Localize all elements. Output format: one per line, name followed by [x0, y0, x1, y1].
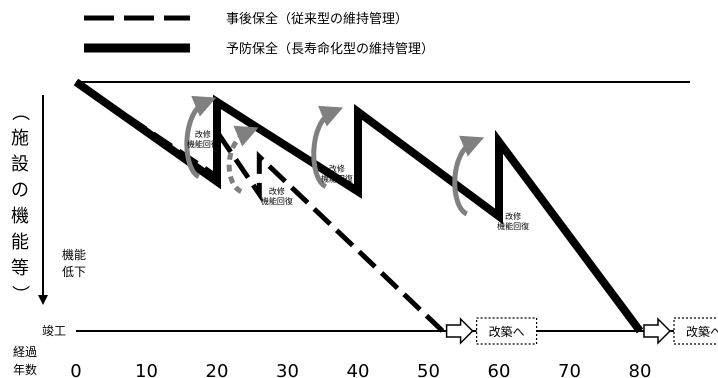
x-tick-labels: 0 10 20 30 40 50 60 70 80	[70, 361, 651, 378]
rebuild-labels: 改築へ 改築へ	[445, 317, 718, 345]
y-title-char: 施	[11, 128, 29, 149]
y-down-label-1: 機能	[62, 247, 86, 262]
rebuild-box	[476, 317, 538, 345]
rebuild-label: 改築へ	[489, 324, 525, 339]
annotation-label-2: 機能回復	[497, 221, 529, 231]
rebuild-box	[673, 317, 718, 345]
x-tick-label: 70	[558, 361, 581, 378]
x-tick-label: 60	[488, 361, 511, 378]
x-axis-label-1: 経過	[13, 345, 37, 359]
x-tick-label: 80	[629, 361, 652, 378]
rebuild-arrow	[643, 317, 672, 345]
series-solid-line	[73, 78, 644, 334]
y-title-char: 機	[11, 206, 29, 227]
baseline-label: 竣工	[42, 323, 66, 338]
y-title-char: ）	[9, 285, 30, 303]
y-title-char: の	[11, 180, 29, 201]
restore-arrow	[311, 105, 344, 189]
x-tick-label: 10	[135, 361, 158, 378]
annotation-label-2: 機能回復	[321, 174, 353, 184]
annotation-label-2: 機能回復	[187, 139, 219, 149]
x-tick-label: 0	[70, 361, 81, 378]
restore-arrows	[184, 95, 485, 217]
y-title-char: 設	[11, 154, 29, 175]
legend: 事後保全（従来型の維持管理） 予防保全（長寿命化型の維持管理）	[84, 11, 434, 57]
x-tick-label: 50	[417, 361, 440, 378]
x-tick-label: 30	[276, 361, 299, 378]
legend-label-solid: 予防保全（長寿命化型の維持管理）	[226, 41, 434, 57]
annotation-label-2: 機能回復	[261, 196, 293, 206]
annotation-label-1: 改修	[195, 129, 211, 139]
annotation-label-1: 改修	[505, 211, 521, 221]
x-tick-label: 20	[206, 361, 229, 378]
annotation-label-1: 改修	[329, 164, 345, 174]
x-axis-label-2: 年数	[13, 362, 37, 377]
restore-arrow	[184, 95, 217, 179]
x-tick-label: 40	[347, 361, 370, 378]
y-title-char: （	[9, 103, 30, 121]
y-down-label-2: 低下	[62, 265, 86, 279]
y-title-char: 能	[11, 232, 29, 253]
restore-arrow	[452, 135, 485, 217]
series-lines	[73, 78, 644, 334]
rebuild-label: 改築へ	[686, 324, 718, 339]
rebuild-arrow	[445, 317, 474, 345]
legend-label-dashed: 事後保全（従来型の維持管理）	[226, 11, 408, 27]
annotation-label-1: 改修	[269, 186, 285, 196]
restore-arrow	[226, 125, 259, 194]
y-title-char: 等	[11, 258, 29, 279]
